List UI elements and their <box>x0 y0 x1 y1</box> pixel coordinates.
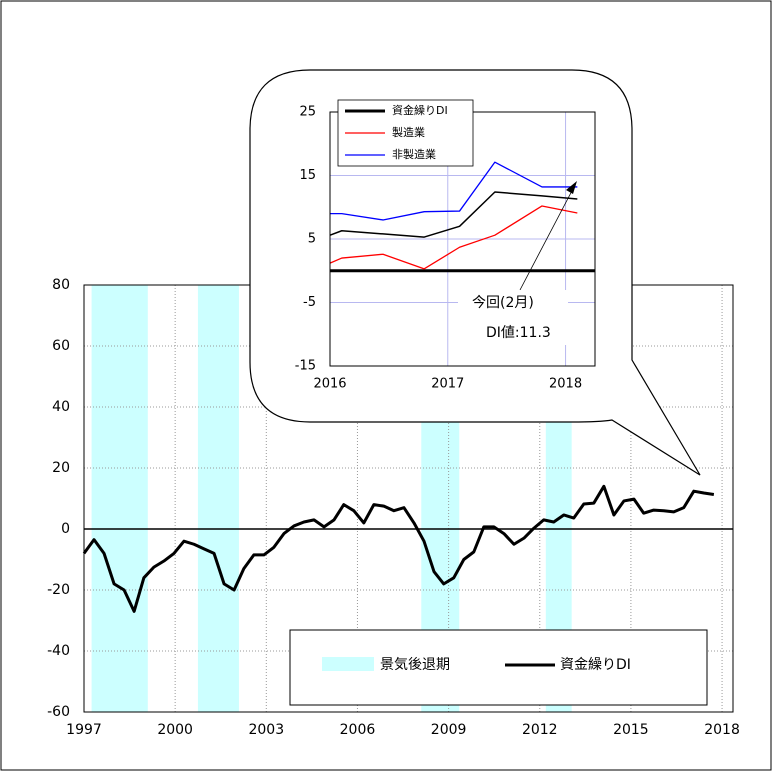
annotation: DI値:11.3 <box>486 325 551 341</box>
x-tick-label: 2016 <box>313 377 346 392</box>
x-tick-label: 2017 <box>431 377 464 392</box>
inset-chart: -15 -5 5 15 25 2016 2017 2018 資金繰りDI 製造業非製造業今回(2月… <box>295 99 596 392</box>
y-tick-label: -5 <box>303 295 316 310</box>
y-tick-label: 80 <box>52 277 70 293</box>
y-tick-label: 40 <box>52 399 70 415</box>
legend-label: 資金繰りDI <box>560 657 631 673</box>
y-tick-label: 60 <box>52 338 70 354</box>
y-tick-label: 5 <box>308 232 316 247</box>
annotation-arrow <box>519 184 576 291</box>
x-tick-label: 2000 <box>157 722 193 738</box>
data-line <box>329 205 578 270</box>
y-tick-label: 15 <box>299 168 316 183</box>
legend-label: 非製造業 <box>392 147 436 161</box>
x-tick-label: 2018 <box>549 377 582 392</box>
y-tick-label: 0 <box>61 521 70 537</box>
annotation-arrowhead <box>566 181 577 194</box>
legend-label: 製造業 <box>392 125 425 139</box>
annotation-bg <box>458 290 568 345</box>
x-tick-label: 2015 <box>613 722 649 738</box>
x-tick-label: 2006 <box>340 722 376 738</box>
data-line <box>330 161 578 221</box>
recession-band <box>91 285 148 712</box>
legend-label: 景気後退期 <box>380 657 450 673</box>
y-tick-label: 25 <box>299 105 316 120</box>
y-tick-label: -60 <box>47 704 70 720</box>
y-tick-label: -40 <box>47 643 70 659</box>
legend-swatch <box>322 657 374 671</box>
data-line <box>82 484 715 613</box>
legend-label: 資金繰りDI <box>392 103 448 117</box>
y-tick-label: -15 <box>295 359 316 374</box>
x-tick-label: 2018 <box>704 722 740 738</box>
data-line <box>329 191 578 238</box>
recession-band <box>197 285 239 712</box>
annotation: 今回(2月) <box>472 295 534 311</box>
y-tick-label: -20 <box>47 582 70 598</box>
x-tick-label: 2003 <box>248 722 284 738</box>
y-tick-label: 20 <box>52 460 70 476</box>
x-tick-label: 2009 <box>431 722 467 738</box>
x-tick-label: 2012 <box>522 722 558 738</box>
x-tick-label: 1997 <box>66 722 102 738</box>
